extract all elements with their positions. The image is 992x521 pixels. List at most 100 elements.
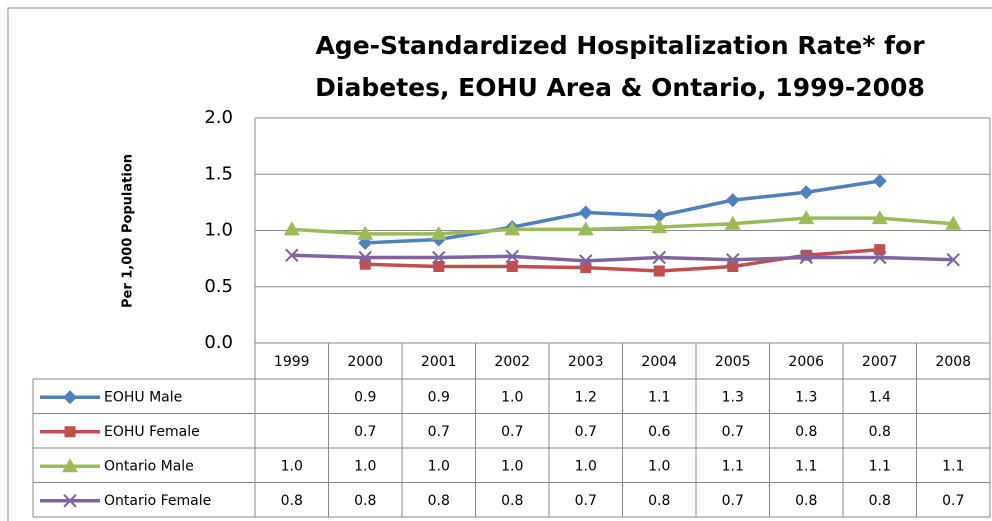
table-value: 0.9 bbox=[428, 389, 450, 405]
table-value: 1.0 bbox=[428, 458, 450, 474]
table-value: 0.8 bbox=[795, 424, 817, 440]
table-value: 0.8 bbox=[428, 493, 450, 509]
x-tick-label: 2001 bbox=[421, 354, 457, 370]
data-point bbox=[358, 250, 372, 265]
data-point bbox=[726, 253, 740, 267]
data-point bbox=[873, 250, 887, 265]
chart-title: Age-Standardized Hospitalization Rate* f… bbox=[315, 31, 925, 60]
x-tick-label: 1999 bbox=[274, 354, 310, 370]
x-tick-label: 2008 bbox=[935, 354, 971, 370]
table-value: 0.7 bbox=[575, 493, 597, 509]
data-point bbox=[800, 249, 812, 261]
x-tick-label: 2002 bbox=[494, 354, 530, 370]
table-value: 1.2 bbox=[575, 389, 597, 405]
data-point bbox=[798, 210, 815, 225]
x-tick-label: 2003 bbox=[568, 354, 604, 370]
y-tick-label: 0.5 bbox=[204, 276, 233, 297]
data-point bbox=[283, 221, 300, 236]
legend-marker bbox=[63, 390, 77, 405]
legend-marker bbox=[64, 426, 76, 438]
table-value: 1.0 bbox=[501, 458, 523, 474]
series-line bbox=[365, 179, 881, 245]
data-point bbox=[799, 185, 814, 200]
table-value: 1.1 bbox=[869, 458, 891, 474]
legend-marker bbox=[62, 458, 78, 473]
y-tick-label: 0.0 bbox=[204, 332, 233, 353]
table-value: 0.8 bbox=[501, 493, 523, 509]
x-tick-label: 2004 bbox=[641, 354, 677, 370]
table-value: 0.7 bbox=[942, 493, 964, 509]
table-value: 0.9 bbox=[354, 389, 376, 405]
table-value: 1.4 bbox=[869, 389, 891, 405]
data-point bbox=[357, 225, 374, 240]
data-point bbox=[578, 205, 593, 220]
table-value: 1.0 bbox=[281, 458, 303, 474]
table-value: 0.7 bbox=[722, 424, 744, 440]
data-point bbox=[727, 261, 739, 272]
series-line bbox=[291, 216, 954, 236]
data-point bbox=[285, 248, 299, 262]
table-value: 1.3 bbox=[795, 389, 817, 405]
y-tick-label: 2.0 bbox=[204, 107, 233, 128]
data-point bbox=[652, 250, 666, 265]
table-value: 1.0 bbox=[648, 458, 670, 474]
x-tick-label: 2005 bbox=[715, 354, 751, 370]
data-point bbox=[577, 221, 594, 236]
y-tick-label: 1.5 bbox=[204, 163, 233, 184]
table-value: 1.1 bbox=[648, 389, 670, 405]
data-point bbox=[580, 262, 592, 274]
data-point bbox=[579, 254, 593, 268]
table-value: 0.7 bbox=[575, 424, 597, 440]
data-point bbox=[874, 244, 886, 256]
table-value: 0.8 bbox=[354, 493, 376, 509]
data-point bbox=[433, 261, 445, 272]
data-point bbox=[725, 193, 740, 208]
data-point bbox=[432, 250, 446, 265]
chart-border bbox=[7, 7, 992, 521]
table-value: 0.7 bbox=[354, 424, 376, 440]
table-value: 1.1 bbox=[722, 458, 744, 474]
legend-label: Ontario Female bbox=[104, 493, 211, 509]
data-point bbox=[871, 210, 888, 225]
table-value: 1.0 bbox=[575, 458, 597, 474]
table-value: 1.0 bbox=[354, 458, 376, 474]
chart-title: Diabetes, EOHU Area & Ontario, 1999-2008 bbox=[315, 73, 925, 102]
data-point bbox=[799, 250, 813, 265]
table-value: 1.1 bbox=[795, 458, 817, 474]
y-tick-label: 1.0 bbox=[204, 220, 233, 241]
data-point bbox=[652, 208, 667, 223]
legend-label: EOHU Male bbox=[104, 389, 182, 405]
data-point bbox=[872, 174, 887, 188]
table-value: 0.8 bbox=[795, 493, 817, 509]
table-value: 0.7 bbox=[722, 493, 744, 509]
data-point bbox=[946, 253, 960, 267]
table-value: 0.8 bbox=[869, 493, 891, 509]
legend-marker bbox=[63, 494, 77, 508]
x-tick-label: 2000 bbox=[347, 354, 383, 370]
table-value: 0.7 bbox=[501, 424, 523, 440]
data-point bbox=[724, 215, 741, 230]
data-point bbox=[430, 225, 447, 240]
data-point bbox=[505, 249, 519, 264]
legend-label: EOHU Female bbox=[104, 424, 200, 440]
data-point bbox=[945, 215, 962, 230]
x-tick-label: 2006 bbox=[788, 354, 824, 370]
table-value: 0.6 bbox=[648, 424, 670, 440]
table-value: 0.8 bbox=[281, 493, 303, 509]
table-value: 0.7 bbox=[428, 424, 450, 440]
data-point bbox=[651, 219, 668, 234]
table-value: 1.1 bbox=[942, 458, 964, 474]
data-point bbox=[504, 221, 521, 236]
table-value: 0.8 bbox=[869, 424, 891, 440]
data-point bbox=[359, 258, 371, 270]
table-value: 1.3 bbox=[722, 389, 744, 405]
table-value: 1.0 bbox=[501, 389, 523, 405]
series-line bbox=[291, 253, 954, 263]
data-point bbox=[506, 261, 518, 272]
x-tick-label: 2007 bbox=[862, 354, 898, 370]
legend-label: Ontario Male bbox=[104, 458, 194, 474]
data-point bbox=[653, 265, 665, 277]
y-axis-title: Per 1,000 Population bbox=[121, 154, 136, 308]
table-value: 0.8 bbox=[648, 493, 670, 509]
